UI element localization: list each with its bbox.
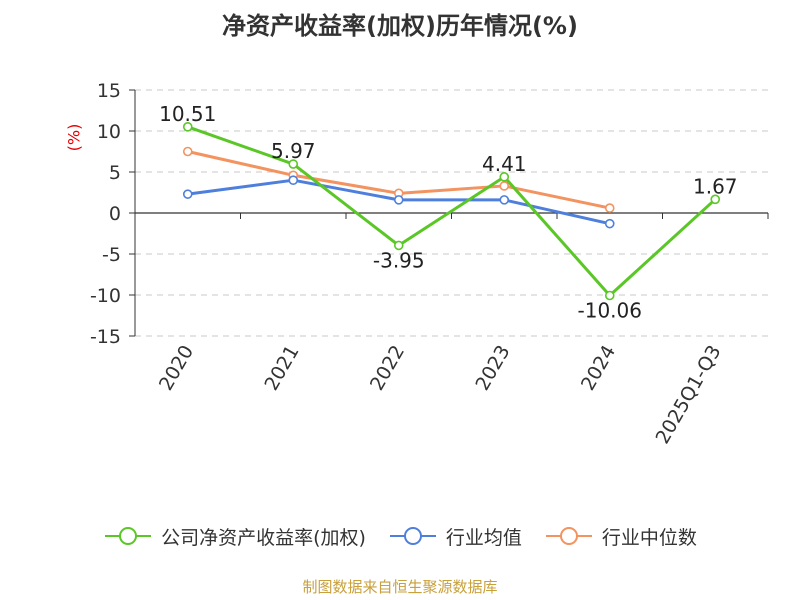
data-label: 5.97 xyxy=(271,139,316,163)
data-point xyxy=(393,195,404,205)
y-tick-label: 10 xyxy=(97,121,121,143)
data-source-footer: 制图数据来自恒生聚源数据库 xyxy=(302,578,498,596)
chart-title: 净资产收益率(加权)历年情况(%) xyxy=(222,12,578,40)
legend-label: 公司净资产收益率(加权) xyxy=(161,526,366,549)
legend-marker-icon xyxy=(545,527,592,545)
data-point xyxy=(499,172,510,182)
data-point xyxy=(182,122,193,132)
legend-item[interactable]: 行业均值 xyxy=(388,523,522,550)
data-point xyxy=(604,218,615,229)
data-point xyxy=(604,203,615,213)
legend-item[interactable]: 行业中位数 xyxy=(544,523,697,550)
x-tick-label: 2022 xyxy=(366,342,409,395)
y-tick-label: -10 xyxy=(90,285,121,307)
y-tick-label: -15 xyxy=(90,326,121,348)
series-line xyxy=(187,125,717,297)
data-point xyxy=(499,195,510,205)
x-tick-label: 2021 xyxy=(260,342,303,395)
x-tick-label: 2023 xyxy=(471,342,514,395)
data-point xyxy=(288,159,299,169)
line-chart: 15 10 5 0 -5 -10 -15 2020 2021 2022 2023 2024 2025Q1… xyxy=(90,80,769,448)
x-tick-label: 2020 xyxy=(155,342,198,395)
data-label: 1.67 xyxy=(693,174,738,198)
data-point xyxy=(182,146,193,157)
data-label: -10.06 xyxy=(578,298,642,322)
data-point xyxy=(604,290,615,301)
data-label: 4.41 xyxy=(482,152,527,176)
legend-marker-icon xyxy=(105,527,152,545)
data-point xyxy=(499,181,510,191)
legend-marker-icon xyxy=(389,527,436,545)
y-tick-label: -5 xyxy=(102,244,121,266)
data-point xyxy=(393,240,404,251)
legend-label: 行业中位数 xyxy=(601,526,697,549)
y-tick-label: 15 xyxy=(97,80,121,102)
data-point xyxy=(182,189,193,199)
data-point xyxy=(710,194,721,205)
data-label: 10.51 xyxy=(159,102,216,126)
legend: 公司净资产收益率(加权) 行业均值 行业中位数 xyxy=(0,518,800,554)
legend-label: 行业均值 xyxy=(445,526,522,549)
data-label: -3.95 xyxy=(373,248,425,272)
x-tick-label: 2024 xyxy=(577,342,620,395)
x-tick-label: 2025Q1-Q3 xyxy=(652,342,726,448)
y-tick-label: 0 xyxy=(109,203,121,225)
legend-item[interactable]: 公司净资产收益率(加权) xyxy=(103,523,366,550)
y-tick-label: 5 xyxy=(109,162,121,184)
data-point xyxy=(288,175,299,185)
